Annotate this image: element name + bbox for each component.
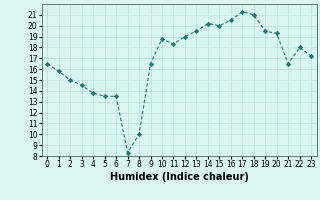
X-axis label: Humidex (Indice chaleur): Humidex (Indice chaleur) — [110, 172, 249, 182]
